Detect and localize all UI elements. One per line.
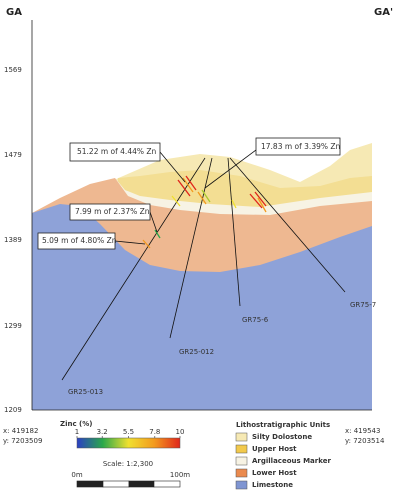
zinc-tick-label: 5.5 — [123, 428, 134, 436]
scale-label: Scale: 1:2,300 — [103, 460, 153, 468]
annotation: 17.83 m of 3.39% Zn — [261, 142, 341, 151]
legend-item: Argillaceous Marker — [252, 457, 331, 465]
coordinate: y: 7203514 — [345, 437, 385, 445]
legend-title: Lithostratigraphic Units — [236, 421, 330, 429]
coordinate: y: 7203509 — [3, 437, 42, 445]
elevation-label: 1569 — [4, 66, 22, 74]
annotation: 51.22 m of 4.44% Zn — [77, 147, 157, 156]
legend-item: Limestone — [252, 481, 293, 489]
scale-end: 100m — [170, 471, 190, 479]
elevation-label: 1299 — [4, 322, 22, 330]
zinc-scale-title: Zinc (%) — [60, 420, 92, 428]
legend-item: Lower Host — [252, 469, 297, 477]
leader-line — [204, 149, 257, 189]
drillhole-label: GR25-013 — [68, 388, 103, 396]
annotation: 5.09 m of 4.80% Zn — [42, 236, 117, 245]
legend-item: Upper Host — [252, 445, 297, 453]
zinc-tick-label: 3.2 — [97, 428, 108, 436]
annotation: 7.99 m of 2.37% Zn — [75, 207, 150, 216]
leader-line — [114, 240, 146, 245]
section-start: GA — [6, 7, 22, 18]
drillhole — [229, 157, 346, 293]
zinc-tick-label: 10 — [176, 428, 185, 436]
drillhole — [61, 157, 206, 381]
drillhole — [227, 157, 241, 307]
legend-swatch — [235, 444, 248, 454]
annotation-box — [37, 232, 116, 250]
legend-item: Silty Dolostone — [252, 433, 312, 441]
coordinate: x: 419182 — [3, 427, 38, 435]
annotation-box — [69, 203, 151, 221]
legend-swatch — [235, 456, 248, 466]
scale-start: 0m — [71, 471, 82, 479]
limestone-layer — [32, 204, 372, 410]
drillhole-label: GR75-6 — [242, 316, 269, 324]
legend-swatch — [235, 480, 248, 490]
annotation-box — [255, 137, 341, 156]
coordinate: x: 419543 — [345, 427, 380, 435]
zinc-color-bar — [76, 437, 181, 449]
drillhole-label: GR75-7 — [350, 301, 376, 309]
elevation-label: 1479 — [4, 151, 22, 159]
elevation-label: 1209 — [4, 406, 22, 414]
legend-swatch — [235, 468, 248, 478]
drillhole-label: GR25-012 — [179, 348, 214, 356]
elevation-label: 1389 — [4, 236, 22, 244]
section-end: GA' — [374, 7, 393, 18]
scale-bar — [76, 480, 181, 488]
mineralization — [142, 175, 267, 249]
leader-line — [149, 211, 158, 233]
legend-swatch — [235, 432, 248, 442]
zinc-tick-label: 1 — [75, 428, 79, 436]
leader-line — [159, 151, 186, 183]
zinc-tick-label: 7.8 — [149, 428, 160, 436]
annotation-box — [69, 142, 161, 162]
